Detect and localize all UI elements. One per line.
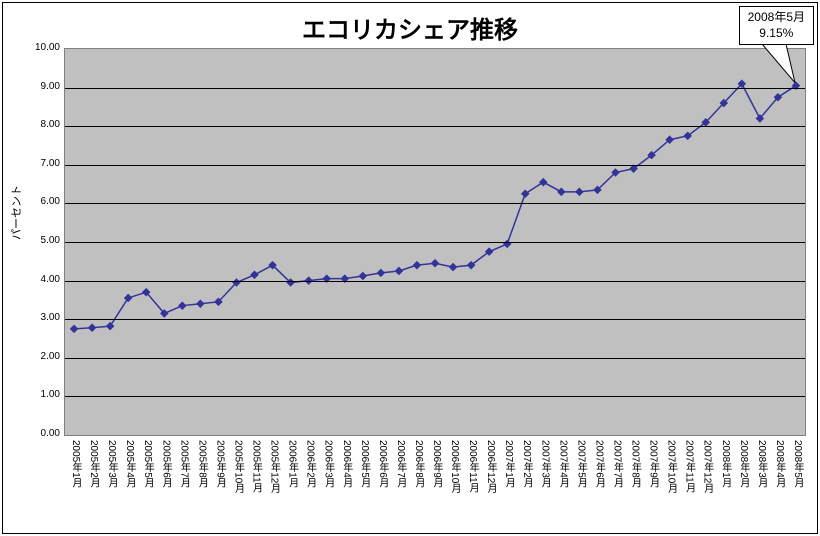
gridline bbox=[65, 126, 805, 127]
x-tick-label: 2008年2月 bbox=[736, 440, 751, 530]
x-tick-label: 2008年1月 bbox=[718, 440, 733, 530]
y-tick-label: 2.00 bbox=[20, 351, 60, 362]
x-tick-label: 2007年11月 bbox=[682, 440, 697, 530]
x-tick-label: 2006年8月 bbox=[411, 440, 426, 530]
gridline bbox=[65, 165, 805, 166]
x-tick-label: 2007年6月 bbox=[591, 440, 606, 530]
data-marker bbox=[179, 302, 186, 309]
callout-line1: 2008年5月 bbox=[748, 10, 805, 26]
y-tick-label: 10.00 bbox=[20, 42, 60, 53]
x-tick-label: 2006年3月 bbox=[321, 440, 336, 530]
data-marker bbox=[558, 188, 565, 195]
x-tick-label: 2005年4月 bbox=[122, 440, 137, 530]
x-tick-label: 2006年7月 bbox=[393, 440, 408, 530]
chart-container: エコリカシェア推移 パーセント 2008年5月 9.15% 0.00 1.00 2.… bbox=[0, 0, 820, 536]
gridline bbox=[65, 319, 805, 320]
callout-box: 2008年5月 9.15% bbox=[739, 6, 814, 45]
x-tick-label: 2005年7月 bbox=[176, 440, 191, 530]
data-marker bbox=[413, 262, 420, 269]
gridline bbox=[65, 203, 805, 204]
x-tick-label: 2007年5月 bbox=[573, 440, 588, 530]
x-tick-label: 2007年3月 bbox=[537, 440, 552, 530]
x-tick-label: 2006年12月 bbox=[483, 440, 498, 530]
y-tick-label: 9.00 bbox=[20, 81, 60, 92]
x-tick-label: 2005年2月 bbox=[86, 440, 101, 530]
y-tick-label: 4.00 bbox=[20, 274, 60, 285]
x-tick-label: 2006年11月 bbox=[465, 440, 480, 530]
y-tick-label: 8.00 bbox=[20, 119, 60, 130]
x-tick-label: 2007年4月 bbox=[555, 440, 570, 530]
data-marker bbox=[251, 271, 258, 278]
x-tick-label: 2008年5月 bbox=[790, 440, 805, 530]
data-marker bbox=[395, 267, 402, 274]
x-tick-label: 2007年12月 bbox=[700, 440, 715, 530]
x-tick-label: 2006年1月 bbox=[285, 440, 300, 530]
x-tick-label: 2005年8月 bbox=[194, 440, 209, 530]
data-marker bbox=[125, 294, 132, 301]
series-line bbox=[74, 84, 796, 329]
y-tick-label: 3.00 bbox=[20, 312, 60, 323]
x-tick-label: 2005年1月 bbox=[68, 440, 83, 530]
x-tick-label: 2007年8月 bbox=[628, 440, 643, 530]
x-tick-label: 2005年6月 bbox=[158, 440, 173, 530]
data-marker bbox=[107, 323, 114, 330]
gridline bbox=[65, 88, 805, 89]
data-marker bbox=[540, 179, 547, 186]
chart-title: エコリカシェア推移 bbox=[0, 10, 820, 45]
y-tick-label: 7.00 bbox=[20, 158, 60, 169]
x-tick-label: 2008年3月 bbox=[754, 440, 769, 530]
data-marker bbox=[522, 190, 529, 197]
data-marker bbox=[377, 269, 384, 276]
x-tick-label: 2006年6月 bbox=[375, 440, 390, 530]
x-tick-label: 2006年10月 bbox=[447, 440, 462, 530]
x-tick-label: 2005年11月 bbox=[249, 440, 264, 530]
data-marker bbox=[197, 300, 204, 307]
gridline bbox=[65, 242, 805, 243]
data-marker bbox=[359, 272, 366, 279]
x-tick-label: 2007年1月 bbox=[501, 440, 516, 530]
y-tick-label: 5.00 bbox=[20, 235, 60, 246]
x-tick-label: 2007年9月 bbox=[646, 440, 661, 530]
x-tick-label: 2005年9月 bbox=[212, 440, 227, 530]
x-tick-label: 2006年4月 bbox=[339, 440, 354, 530]
x-tick-label: 2005年12月 bbox=[267, 440, 282, 530]
x-tick-label: 2005年3月 bbox=[104, 440, 119, 530]
x-tick-label: 2007年2月 bbox=[519, 440, 534, 530]
callout-line2: 9.15% bbox=[748, 26, 805, 42]
data-marker bbox=[89, 324, 96, 331]
data-marker bbox=[70, 325, 77, 332]
gridline bbox=[65, 396, 805, 397]
data-marker bbox=[449, 264, 456, 271]
x-tick-label: 2008年4月 bbox=[772, 440, 787, 530]
x-tick-label: 2006年5月 bbox=[357, 440, 372, 530]
x-tick-label: 2007年7月 bbox=[609, 440, 624, 530]
x-tick-label: 2007年10月 bbox=[664, 440, 679, 530]
x-tick-label: 2005年5月 bbox=[140, 440, 155, 530]
x-tick-label: 2006年9月 bbox=[429, 440, 444, 530]
x-tick-label: 2006年2月 bbox=[303, 440, 318, 530]
data-marker bbox=[576, 188, 583, 195]
y-tick-label: 1.00 bbox=[20, 389, 60, 400]
plot-area bbox=[64, 48, 806, 436]
y-tick-label: 6.00 bbox=[20, 196, 60, 207]
y-tick-label: 0.00 bbox=[20, 428, 60, 439]
y-axis-label: パーセント bbox=[8, 185, 24, 240]
gridline bbox=[65, 281, 805, 282]
data-marker bbox=[431, 260, 438, 267]
gridline bbox=[65, 358, 805, 359]
x-tick-label: 2005年10月 bbox=[230, 440, 245, 530]
